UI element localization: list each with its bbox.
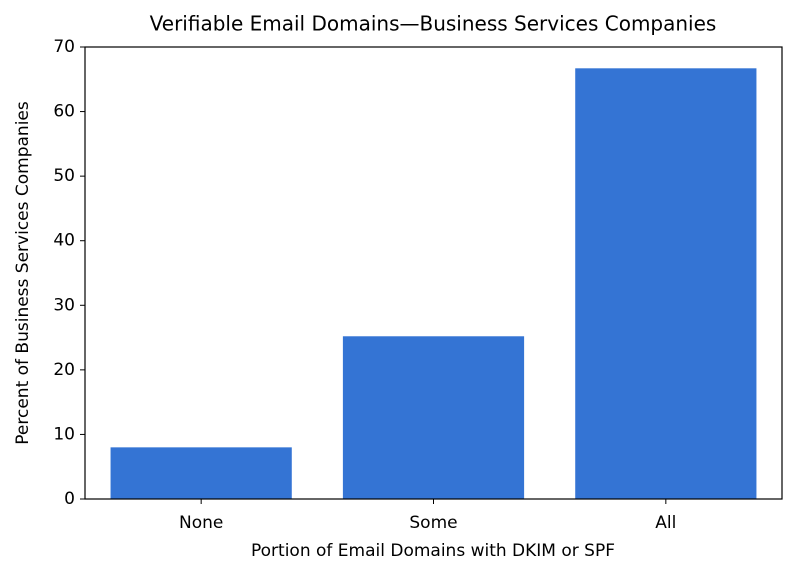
y-tick-label: 40 xyxy=(53,231,75,251)
bar xyxy=(342,336,525,499)
chart-title: Verifiable Email Domains—Business Servic… xyxy=(150,12,717,36)
y-tick-label: 0 xyxy=(64,489,75,509)
bar xyxy=(110,447,292,499)
bar xyxy=(575,68,757,500)
y-tick-label: 50 xyxy=(53,166,75,186)
x-tick-label: Some xyxy=(409,513,457,533)
y-tick-label: 10 xyxy=(53,424,75,444)
y-tick-label: 20 xyxy=(53,360,75,380)
y-axis-label: Percent of Business Services Companies xyxy=(13,101,33,445)
y-tick-label: 60 xyxy=(53,102,75,122)
x-tick-label: All xyxy=(655,513,676,533)
x-tick-label: None xyxy=(179,513,223,533)
plot-frame xyxy=(84,46,783,500)
y-tick-label: 30 xyxy=(53,295,75,315)
y-tick-label: 70 xyxy=(53,37,75,57)
x-axis-label: Portion of Email Domains with DKIM or SP… xyxy=(251,541,615,561)
